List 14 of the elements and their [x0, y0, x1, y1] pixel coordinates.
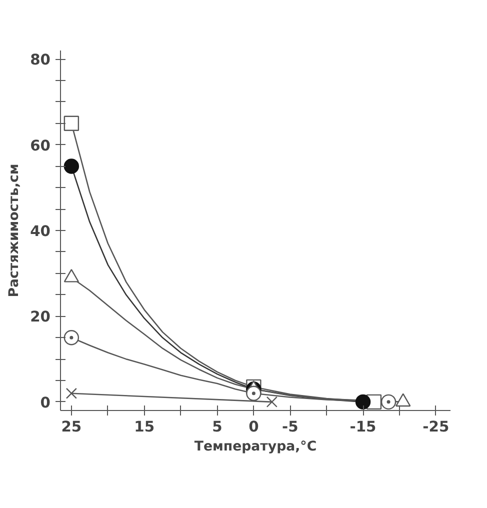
x-tick-label: -15	[350, 418, 376, 436]
x-axis-title: Температура,°C	[194, 440, 317, 454]
x-tick-label: 0	[248, 418, 259, 436]
y-axis-title: Растяжимость,см	[7, 164, 22, 298]
y-tick-label: 60	[30, 137, 51, 154]
x-tick-label: 25	[61, 418, 82, 436]
y-tick-label: 0	[40, 394, 51, 412]
y-tick-label: 80	[30, 52, 51, 69]
x-tick-label: -5	[282, 418, 298, 436]
y-tick-label: 40	[30, 223, 51, 240]
x-tick-label: 5	[212, 418, 222, 436]
x-tick-label: 15	[134, 418, 155, 436]
y-tick-label: 20	[30, 308, 51, 326]
x-tick-label: -25	[422, 418, 450, 436]
